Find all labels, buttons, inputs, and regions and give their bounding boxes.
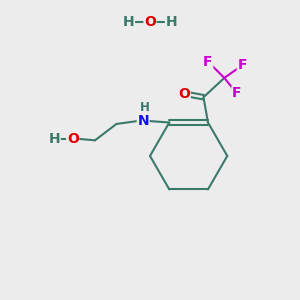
Text: O: O [67,132,79,146]
Text: F: F [232,86,242,100]
Text: H: H [166,15,177,29]
Text: F: F [237,58,247,72]
Text: H: H [140,101,150,114]
Text: F: F [203,55,213,69]
Text: O: O [144,15,156,29]
Text: H: H [49,132,60,146]
Text: O: O [178,87,190,101]
Text: H: H [123,15,134,29]
Text: N: N [137,114,149,128]
